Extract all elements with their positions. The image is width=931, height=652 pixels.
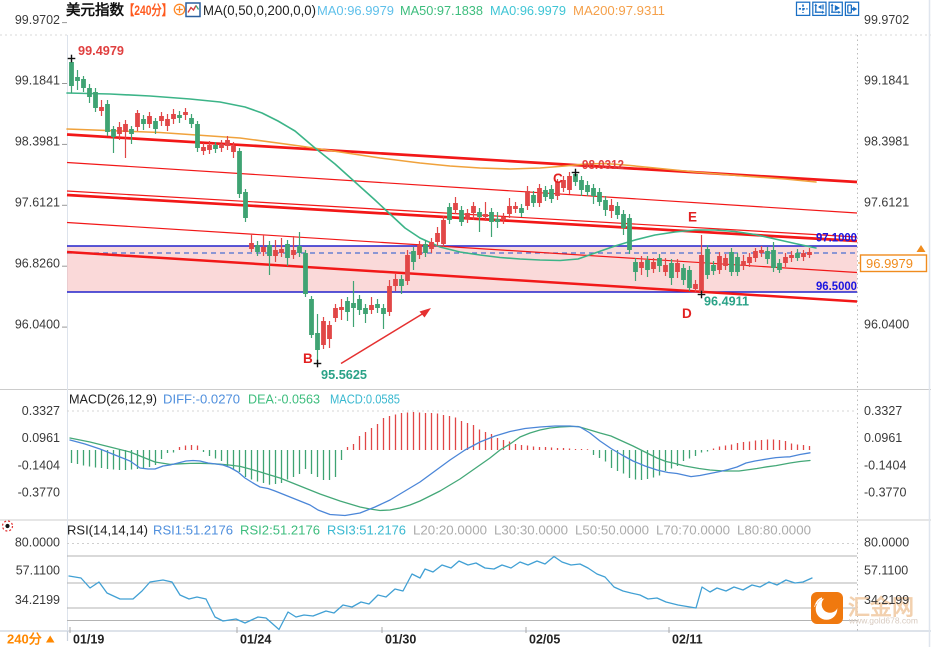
svg-text:RSI2:51.2176: RSI2:51.2176 <box>240 524 320 538</box>
svg-text:0.0961: 0.0961 <box>22 431 60 445</box>
svg-text:97.1000: 97.1000 <box>816 231 857 245</box>
svg-text:0.0961: 0.0961 <box>864 431 902 445</box>
svg-text:02/05: 02/05 <box>529 633 560 647</box>
svg-text:MA(0,50,0,200,0,0): MA(0,50,0,200,0,0) <box>203 3 316 18</box>
svg-text:MA0:96.9979: MA0:96.9979 <box>317 3 394 18</box>
svg-text:01/19: 01/19 <box>73 633 104 647</box>
svg-text:57.1100: 57.1100 <box>16 564 60 578</box>
svg-text:0.3327: 0.3327 <box>22 404 60 418</box>
svg-text:0.3327: 0.3327 <box>864 404 902 418</box>
svg-text:01/24: 01/24 <box>240 633 271 647</box>
svg-text:汇金网: 汇金网 <box>848 595 914 620</box>
svg-text:C: C <box>553 171 563 186</box>
svg-text:-0.3770: -0.3770 <box>18 486 60 500</box>
svg-text:240分: 240分 <box>7 632 42 647</box>
svg-text:美元指数: 美元指数 <box>66 1 124 19</box>
svg-text:L20:20.0000: L20:20.0000 <box>413 524 487 538</box>
svg-text:RSI3:51.2176: RSI3:51.2176 <box>327 524 406 538</box>
svg-text:99.9702: 99.9702 <box>15 13 60 27</box>
svg-text:34.2199: 34.2199 <box>864 593 909 607</box>
svg-text:L30:30.0000: L30:30.0000 <box>494 524 568 538</box>
svg-text:99.1841: 99.1841 <box>864 74 909 88</box>
svg-text:80.0000: 80.0000 <box>15 536 60 550</box>
svg-text:MA0:96.9979: MA0:96.9979 <box>490 3 566 18</box>
svg-text:96.4911: 96.4911 <box>704 295 749 309</box>
svg-text:97.6121: 97.6121 <box>15 196 60 210</box>
svg-text:99.1841: 99.1841 <box>15 74 60 88</box>
svg-text:MACD(26,12,9): MACD(26,12,9) <box>69 393 157 407</box>
svg-text:96.9979: 96.9979 <box>866 256 913 271</box>
svg-text:96.0400: 96.0400 <box>15 317 60 331</box>
svg-text:DEA:-0.0563: DEA:-0.0563 <box>248 393 320 407</box>
svg-text:98.3981: 98.3981 <box>15 135 60 149</box>
svg-text:98.3981: 98.3981 <box>864 135 909 149</box>
svg-text:96.0400: 96.0400 <box>864 317 909 331</box>
svg-text:www.gold678.com: www.gold678.com <box>848 616 918 626</box>
svg-text:MACD:0.0585: MACD:0.0585 <box>330 393 400 407</box>
svg-text:01/30: 01/30 <box>385 633 416 647</box>
svg-text:DIFF:-0.0270: DIFF:-0.0270 <box>163 393 240 407</box>
svg-text:02/11: 02/11 <box>672 633 703 647</box>
svg-text:34.2199: 34.2199 <box>15 593 60 607</box>
svg-text:-0.1404: -0.1404 <box>864 458 906 472</box>
svg-text:【240分】: 【240分】 <box>124 3 172 18</box>
svg-text:B: B <box>303 351 313 366</box>
svg-text:MA200:97.9311: MA200:97.9311 <box>573 3 665 18</box>
svg-text:L70:70.0000: L70:70.0000 <box>656 524 730 538</box>
svg-text:L80:80.0000: L80:80.0000 <box>737 524 811 538</box>
svg-text:96.8260: 96.8260 <box>15 256 60 270</box>
svg-text:97.6121: 97.6121 <box>864 196 909 210</box>
svg-text:99.9702: 99.9702 <box>864 13 909 27</box>
svg-text:99.4979: 99.4979 <box>78 44 124 58</box>
svg-text:-0.1404: -0.1404 <box>18 458 60 472</box>
svg-text:95.5625: 95.5625 <box>321 368 367 382</box>
svg-text:96.5000: 96.5000 <box>816 279 857 293</box>
svg-text:L50:50.0000: L50:50.0000 <box>575 524 649 538</box>
svg-text:80.0000: 80.0000 <box>864 536 909 550</box>
svg-text:-0.3770: -0.3770 <box>864 486 906 500</box>
svg-text:RSI(14,14,14): RSI(14,14,14) <box>67 524 148 538</box>
svg-text:98.0312: 98.0312 <box>582 158 624 172</box>
svg-text:D: D <box>682 306 692 321</box>
svg-text:57.1100: 57.1100 <box>864 564 908 578</box>
svg-text:MA50:97.1838: MA50:97.1838 <box>400 3 483 18</box>
svg-text:RSI1:51.2176: RSI1:51.2176 <box>153 524 233 538</box>
svg-text:E: E <box>688 210 697 225</box>
